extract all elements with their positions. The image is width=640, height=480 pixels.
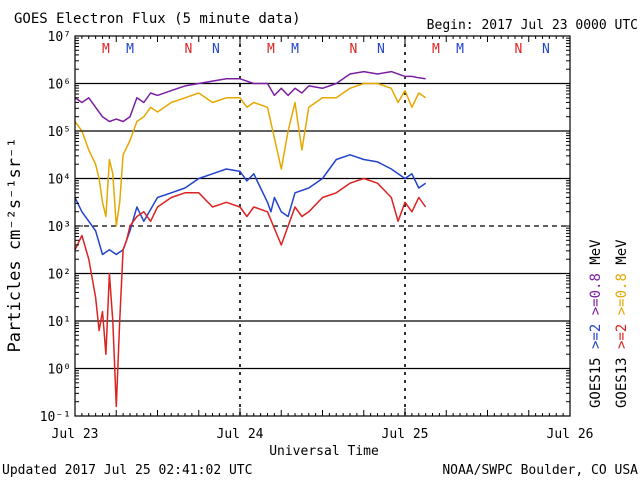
y-tick-label: 10⁷ [48, 30, 71, 45]
y-tick-label: 10⁴ [48, 173, 71, 188]
marker-m: M [126, 42, 134, 57]
marker-n: N [185, 42, 193, 57]
grid [75, 36, 570, 416]
y-tick-label: 10⁰ [48, 363, 71, 378]
x-tick-label: Jul 23 [52, 427, 99, 442]
legend-unit: MeV [614, 239, 630, 273]
series-lines [74, 70, 427, 408]
legend-goes15: GOES15 >=2 >=0.8 MeV [588, 239, 604, 408]
begin-date: Begin: 2017 Jul 23 0000 UTC [427, 18, 638, 33]
series-line-3 [74, 177, 427, 408]
legend-unit: MeV [588, 239, 604, 273]
marker-n: N [212, 42, 220, 57]
y-axis-label: Particles cm⁻²s⁻¹sr⁻¹ [5, 138, 25, 353]
marker-n: N [377, 42, 385, 57]
y-tick-label: 10⁻¹ [40, 410, 71, 425]
marker-m: M [456, 42, 464, 57]
series-line-1 [74, 82, 427, 227]
legend-goes13: GOES13 >=2 >=0.8 MeV [614, 239, 630, 408]
y-tick-label: 10¹ [48, 315, 71, 330]
x-tick-label: Jul 24 [217, 427, 264, 442]
x-tick-label: Jul 25 [382, 427, 429, 442]
x-ticks: Jul 23 Jul 24 Jul 25 Jul 26 [52, 36, 594, 442]
legend-energy-label: >=2 [614, 324, 630, 358]
y-tick-label: 10² [48, 268, 71, 283]
updated-timestamp: Updated 2017 Jul 25 02:41:02 UTC [2, 463, 252, 478]
y-tick-label: 10⁵ [48, 125, 71, 140]
x-tick-label: Jul 26 [547, 427, 594, 442]
marker-m: M [102, 42, 110, 57]
chart-title: GOES Electron Flux (5 minute data) [14, 11, 301, 27]
plot-frame [74, 35, 571, 417]
legend-energy-label: >=2 [588, 324, 604, 358]
legend-energy-label: >=0.8 [614, 273, 630, 324]
marker-n: N [542, 42, 550, 57]
x-axis-label: Universal Time [269, 444, 379, 459]
credit-text: NOAA/SWPC Boulder, CO USA [442, 463, 638, 478]
marker-m: M [291, 42, 299, 57]
legend-satellite: GOES15 [588, 357, 604, 408]
marker-m: M [432, 42, 440, 57]
y-tick-label: 10³ [48, 220, 71, 235]
marker-m: M [267, 42, 275, 57]
series-line-2 [74, 154, 427, 256]
legend-energy-label: >=0.8 [588, 273, 604, 324]
series-line-0 [74, 70, 426, 123]
marker-n: N [515, 42, 523, 57]
y-tick-label: 10⁶ [48, 78, 71, 93]
marker-n: N [350, 42, 358, 57]
legend-satellite: GOES13 [614, 357, 630, 408]
